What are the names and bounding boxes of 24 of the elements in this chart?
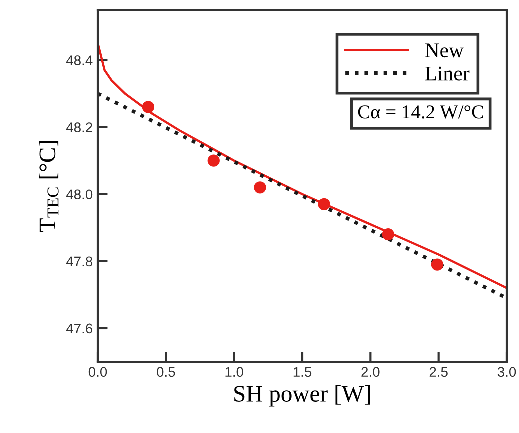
point	[254, 182, 266, 194]
y-axis-title: T$_{TEC}$ [°C]	[39, 141, 59, 232]
y-tick-label: 47.8	[66, 256, 93, 267]
point	[382, 228, 394, 241]
y-tick-label: 48.4	[66, 56, 93, 66]
x-tick-label: 0.0	[88, 367, 108, 378]
y-tick-label: 47.6	[66, 324, 93, 334]
point	[431, 258, 444, 271]
legend-label: New	[425, 44, 464, 58]
x-tick-label: 3.0	[498, 367, 516, 378]
point	[318, 198, 330, 211]
x-tick-label: 0.5	[157, 367, 176, 378]
x-axis-title: SH power [W]	[234, 385, 370, 407]
point	[208, 154, 220, 167]
x-tick-label: 2.0	[362, 367, 380, 378]
line-series	[98, 42, 507, 290]
annotation: Cα = 14.2 W/°C	[358, 106, 484, 119]
y-tick-label: 48.0	[66, 190, 93, 200]
x-tick-label: 2.5	[430, 367, 448, 378]
legend-label: Liner	[425, 66, 470, 81]
x-tick-label: 1.0	[226, 367, 244, 378]
x-tick-label: 1.5	[294, 367, 312, 378]
point	[142, 101, 155, 114]
y-tick-label: 48.2	[66, 122, 92, 133]
